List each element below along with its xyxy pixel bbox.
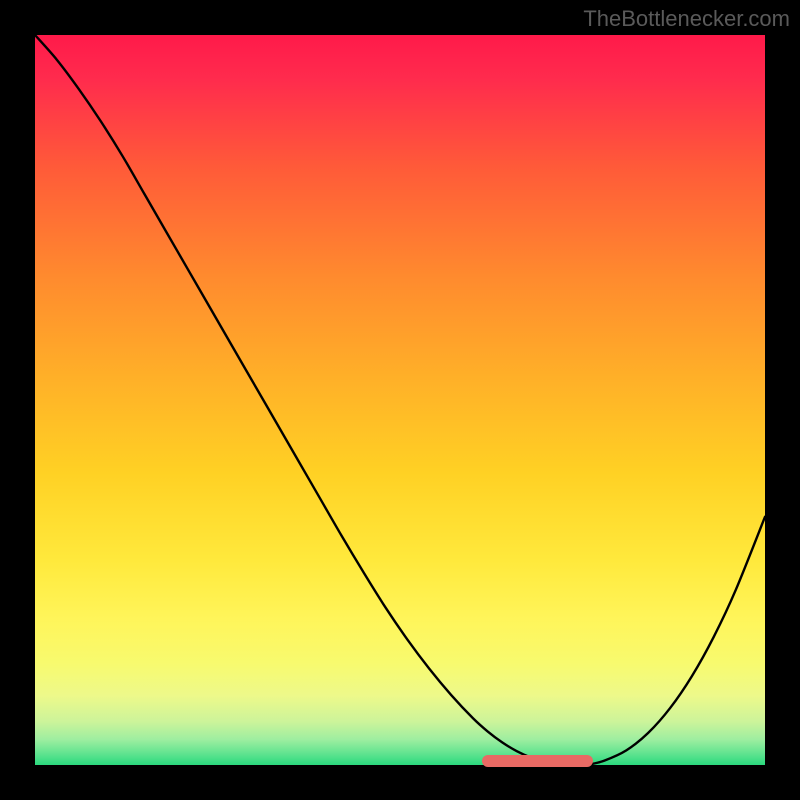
frame-left [0,0,35,800]
chart-container: TheBottlenecker.com [0,0,800,800]
frame-right [765,0,800,800]
watermark-text: TheBottlenecker.com [583,6,790,32]
optimal-range-highlight [482,755,593,767]
frame-bottom [0,765,800,800]
bottleneck-curve [35,35,765,765]
